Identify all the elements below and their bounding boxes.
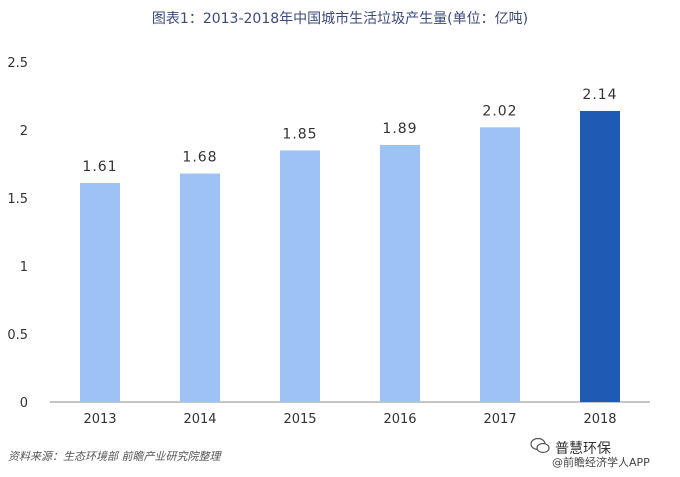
bars-group: [80, 110, 620, 403]
x-tick-label: 2017: [483, 412, 516, 427]
x-tick-label: 2018: [583, 412, 616, 427]
y-axis-ticks: 0 0.5 1 1.5 2 2.5: [7, 56, 28, 411]
bar-2016: [380, 144, 420, 402]
brand-name: 普慧环保: [555, 441, 611, 457]
data-labels: 1.61 1.68 1.85 1.89 2.02 2.14: [82, 87, 617, 175]
data-label-2018: 2.14: [582, 87, 617, 103]
brand-subtitle: @前瞻经济学人APP: [552, 456, 650, 469]
source-note: 资料来源：生态环境部 前瞻产业研究院整理: [8, 450, 221, 463]
data-label-2017: 2.02: [482, 103, 517, 119]
data-label-2014: 1.68: [182, 150, 217, 166]
y-tick-label: 2.5: [7, 56, 28, 71]
data-label-2016: 1.89: [382, 121, 417, 137]
bar-2015: [280, 150, 320, 402]
x-tick-label: 2013: [83, 412, 116, 427]
y-tick-label: 0: [20, 396, 28, 411]
data-label-2015: 1.85: [282, 126, 317, 142]
bar-2014: [180, 173, 220, 402]
wechat-icon: [530, 437, 550, 454]
bar-2017: [480, 127, 520, 402]
x-tick-label: 2015: [283, 412, 316, 427]
y-tick-label: 1: [20, 260, 28, 275]
bar-2013: [80, 183, 120, 402]
x-tick-label: 2014: [183, 412, 216, 427]
y-tick-label: 0.5: [7, 328, 28, 343]
data-label-2013: 1.61: [82, 159, 117, 175]
x-tick-label: 2016: [383, 412, 416, 427]
y-tick-label: 2: [20, 124, 28, 139]
y-tick-label: 1.5: [7, 192, 28, 207]
x-axis-labels: 2013 2014 2015 2016 2017 2018: [83, 412, 616, 427]
chart-title: 图表1：2013-2018年中国城市生活垃圾产生量(单位：亿吨): [151, 11, 529, 27]
bar-2018: [580, 110, 620, 403]
